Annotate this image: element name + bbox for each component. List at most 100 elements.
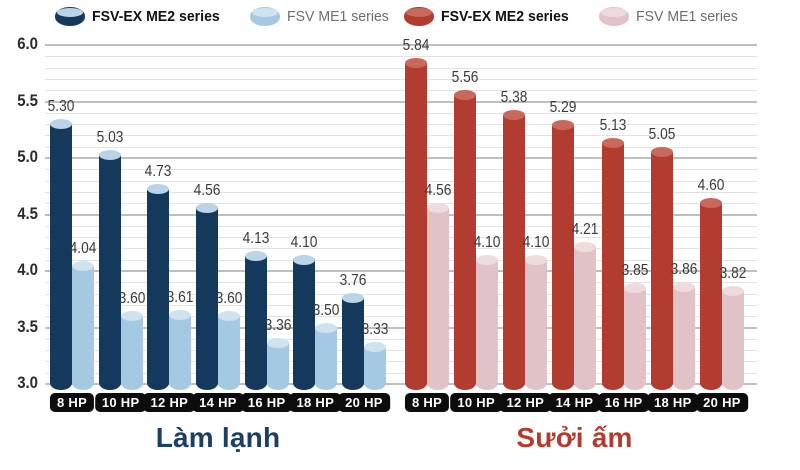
bar-value-label: 5.05 bbox=[648, 126, 676, 144]
gridline-minor bbox=[45, 259, 757, 261]
bar: 3.86 bbox=[670, 261, 697, 390]
bar-value-label: 5.13 bbox=[599, 117, 627, 135]
bar: 5.03 bbox=[96, 129, 123, 390]
bar-value-label: 4.10 bbox=[473, 233, 501, 251]
gridline-minor bbox=[45, 67, 757, 69]
bar-cap bbox=[552, 120, 575, 131]
bar-cap bbox=[721, 286, 744, 297]
bar-value-label: 5.38 bbox=[500, 89, 528, 107]
bar-cap bbox=[405, 58, 427, 69]
bar-value-label: 4.56 bbox=[424, 181, 452, 199]
gridline-minor bbox=[45, 203, 757, 205]
bar-value-label: 3.82 bbox=[719, 265, 747, 283]
bar: 5.56 bbox=[452, 69, 479, 390]
bar: 3.50 bbox=[313, 302, 340, 390]
gridline-minor bbox=[45, 191, 757, 193]
gridline-minor bbox=[45, 146, 757, 148]
bar-group: 4.56 3.60 14 HP bbox=[192, 45, 244, 412]
legend-label-me1-heating: FSV ME1 series bbox=[635, 8, 738, 25]
bar: 5.84 bbox=[403, 37, 429, 390]
y-axis-tick-label: 6.0 bbox=[17, 34, 38, 53]
bar-value-label: 5.84 bbox=[402, 37, 430, 55]
x-axis-label: 12 HP bbox=[499, 393, 552, 412]
bar-cap bbox=[244, 251, 267, 262]
y-axis-tick-label: 3.5 bbox=[17, 316, 38, 336]
bar-group: 5.84 4.56 8 HP bbox=[403, 37, 452, 412]
y-axis-tick-label: 3.0 bbox=[17, 373, 38, 392]
gridline-minor bbox=[45, 90, 757, 92]
bar: 3.82 bbox=[720, 265, 746, 390]
x-axis-label: 10 HP bbox=[94, 393, 147, 412]
bar-cap bbox=[427, 202, 449, 213]
bar-value-label: 3.85 bbox=[621, 261, 649, 279]
bar-cap bbox=[623, 282, 646, 293]
bar: 3.85 bbox=[621, 262, 648, 390]
legend-swatch-me1-cooling-icon bbox=[249, 7, 280, 26]
bar: 5.13 bbox=[599, 117, 626, 390]
bar-group: 5.38 4.10 12 HP bbox=[499, 45, 552, 412]
cluster-title-heating: Sưởi ấm bbox=[516, 422, 633, 453]
bar-cap bbox=[217, 311, 240, 322]
bar: 3.60 bbox=[118, 290, 145, 390]
bar: 4.73 bbox=[145, 163, 172, 390]
gridline-minor bbox=[45, 293, 757, 295]
bar-value-label: 3.76 bbox=[339, 272, 367, 290]
bar-cap bbox=[525, 254, 548, 265]
bar-cap bbox=[120, 311, 143, 322]
bar: 3.61 bbox=[167, 289, 194, 390]
bar-value-label: 5.30 bbox=[47, 98, 75, 116]
bar-value-label: 3.36 bbox=[264, 317, 292, 335]
bar: 5.29 bbox=[550, 99, 577, 390]
plot-area bbox=[45, 44, 757, 385]
bar-group: 4.13 3.36 16 HP bbox=[240, 45, 293, 412]
bar-cap bbox=[72, 261, 94, 272]
bar: 4.10 bbox=[523, 234, 550, 390]
gridline-minor bbox=[45, 282, 757, 284]
bar: 4.10 bbox=[474, 234, 501, 390]
bar-value-label: 3.60 bbox=[215, 290, 243, 308]
gridline-minor bbox=[45, 350, 757, 352]
x-axis-label: 8 HP bbox=[49, 393, 95, 412]
y-axis-tick-label: 4.0 bbox=[17, 260, 38, 279]
legend-item-me2-heating: FSV-EX ME2 series bbox=[404, 7, 577, 26]
bar: 3.36 bbox=[264, 317, 291, 390]
bar-cap bbox=[315, 322, 338, 333]
gridline-minor bbox=[45, 56, 757, 58]
x-axis-label: 16 HP bbox=[597, 393, 650, 412]
bar: 5.30 bbox=[48, 98, 74, 390]
bar-cap bbox=[601, 138, 624, 149]
bar-value-label: 5.03 bbox=[96, 128, 124, 146]
bar-value-label: 3.86 bbox=[670, 260, 698, 278]
bar: 4.04 bbox=[70, 240, 96, 390]
legend-swatch-me2-cooling-icon bbox=[55, 7, 85, 26]
bar-group: 3.76 3.33 20 HP bbox=[338, 45, 390, 412]
bar-value-label: 4.56 bbox=[193, 181, 221, 199]
bar-cap bbox=[195, 202, 218, 213]
bar: 4.21 bbox=[572, 221, 599, 390]
bar-group: 5.56 4.10 10 HP bbox=[450, 45, 502, 412]
bar-cap bbox=[341, 293, 364, 304]
bar-group: 4.73 3.61 12 HP bbox=[143, 45, 196, 412]
gridline-major bbox=[45, 157, 757, 159]
bar-cap bbox=[147, 183, 170, 194]
bar-value-label: 4.21 bbox=[572, 221, 599, 239]
bar-group: 4.10 3.50 18 HP bbox=[289, 45, 342, 412]
gridline-minor bbox=[45, 316, 757, 318]
gridline-minor bbox=[45, 135, 757, 137]
legend-swatch-me1-heating-icon bbox=[598, 7, 629, 26]
legend-cooling: FSV-EX ME2 series FSV ME1 series bbox=[55, 7, 395, 26]
bar-cluster-heating: 5.84 4.56 8 HP 5.56 4.10 10 HP 5.38 4.10 12 HP 5.… bbox=[403, 37, 748, 412]
cluster-title-cooling: Làm lạnh bbox=[155, 422, 281, 453]
gridline-minor bbox=[45, 112, 757, 114]
legend-item-me2-cooling: FSV-EX ME2 series bbox=[55, 7, 228, 26]
bar-cap bbox=[266, 338, 289, 349]
bar-group: 5.05 3.86 18 HP bbox=[646, 45, 699, 412]
legend-heating: FSV-EX ME2 series FSV ME1 series bbox=[404, 7, 744, 26]
bar: 5.05 bbox=[648, 126, 675, 390]
x-axis-label: 8 HP bbox=[404, 393, 450, 412]
bar: 3.60 bbox=[216, 290, 242, 390]
legend-label-me2-heating: FSV-EX ME2 series bbox=[441, 8, 569, 25]
x-axis-label: 12 HP bbox=[143, 393, 196, 412]
gridline-minor bbox=[45, 361, 757, 363]
bar-value-label: 5.56 bbox=[451, 68, 479, 86]
